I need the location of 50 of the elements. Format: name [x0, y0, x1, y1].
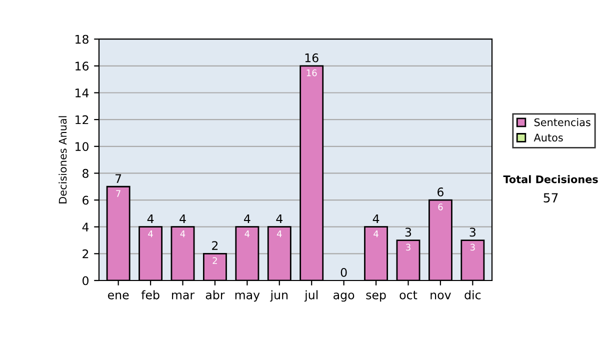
legend-label: Autos	[534, 134, 563, 142]
total-label: 4	[180, 214, 186, 224]
x-tick-label: ene	[108, 292, 129, 300]
total-label: 2	[212, 241, 218, 250]
y-tick-label: 0	[82, 276, 88, 286]
y-tick-label: 18	[76, 34, 88, 44]
x-tick-label: ago	[334, 292, 354, 302]
total-label: 4	[147, 214, 154, 224]
total-label: 16	[305, 53, 318, 62]
y-tick-label: 8	[82, 168, 88, 178]
total-label: 3	[470, 228, 476, 237]
data-label: 7	[116, 190, 120, 197]
data-label: 4	[180, 230, 186, 238]
total-label: 4	[276, 214, 282, 224]
text: 57	[544, 193, 558, 203]
x-tick-label: dic	[464, 290, 481, 300]
y-tick-label: 6	[82, 196, 89, 205]
legend-label: Sentencias	[534, 118, 590, 126]
text: Total Decisiones	[503, 175, 598, 184]
x-tick-label: sep	[366, 292, 386, 302]
y-tick-label: 2	[82, 249, 88, 258]
x-tick-label: jul	[304, 290, 318, 302]
x-tick-label: mar	[172, 292, 195, 300]
data-label: 6	[438, 204, 443, 210]
data-label: 3	[406, 244, 410, 251]
total-label: 0	[340, 268, 347, 277]
total-label: 6	[438, 187, 444, 196]
data-label: 3	[470, 244, 475, 251]
x-tick-label: nov	[430, 292, 451, 300]
data-label: 4	[148, 230, 153, 238]
total-label: 4	[372, 214, 380, 224]
y-tick-label: 16	[76, 62, 89, 71]
data-label: 4	[276, 230, 282, 238]
total-label: 7	[116, 174, 122, 183]
x-tick-label: oct	[400, 290, 418, 300]
x-tick-label: may	[235, 292, 260, 302]
y-tick-label: 12	[76, 115, 88, 124]
data-label: 2	[212, 257, 217, 264]
y-tick-label: 14	[76, 88, 89, 98]
data-label: 4	[244, 230, 250, 238]
total-label: 3	[405, 228, 412, 237]
data-label: 4	[374, 230, 378, 238]
y-axis-title: Decisiones Anual	[58, 116, 67, 204]
x-tick-label: jun	[270, 290, 288, 302]
x-tick-label: abr	[206, 290, 225, 300]
data-label: 16	[306, 69, 317, 76]
total-label: 4	[244, 214, 250, 224]
y-tick-label: 4	[82, 222, 89, 232]
x-tick-label: feb	[141, 290, 160, 300]
y-tick-label: 10	[76, 142, 88, 152]
